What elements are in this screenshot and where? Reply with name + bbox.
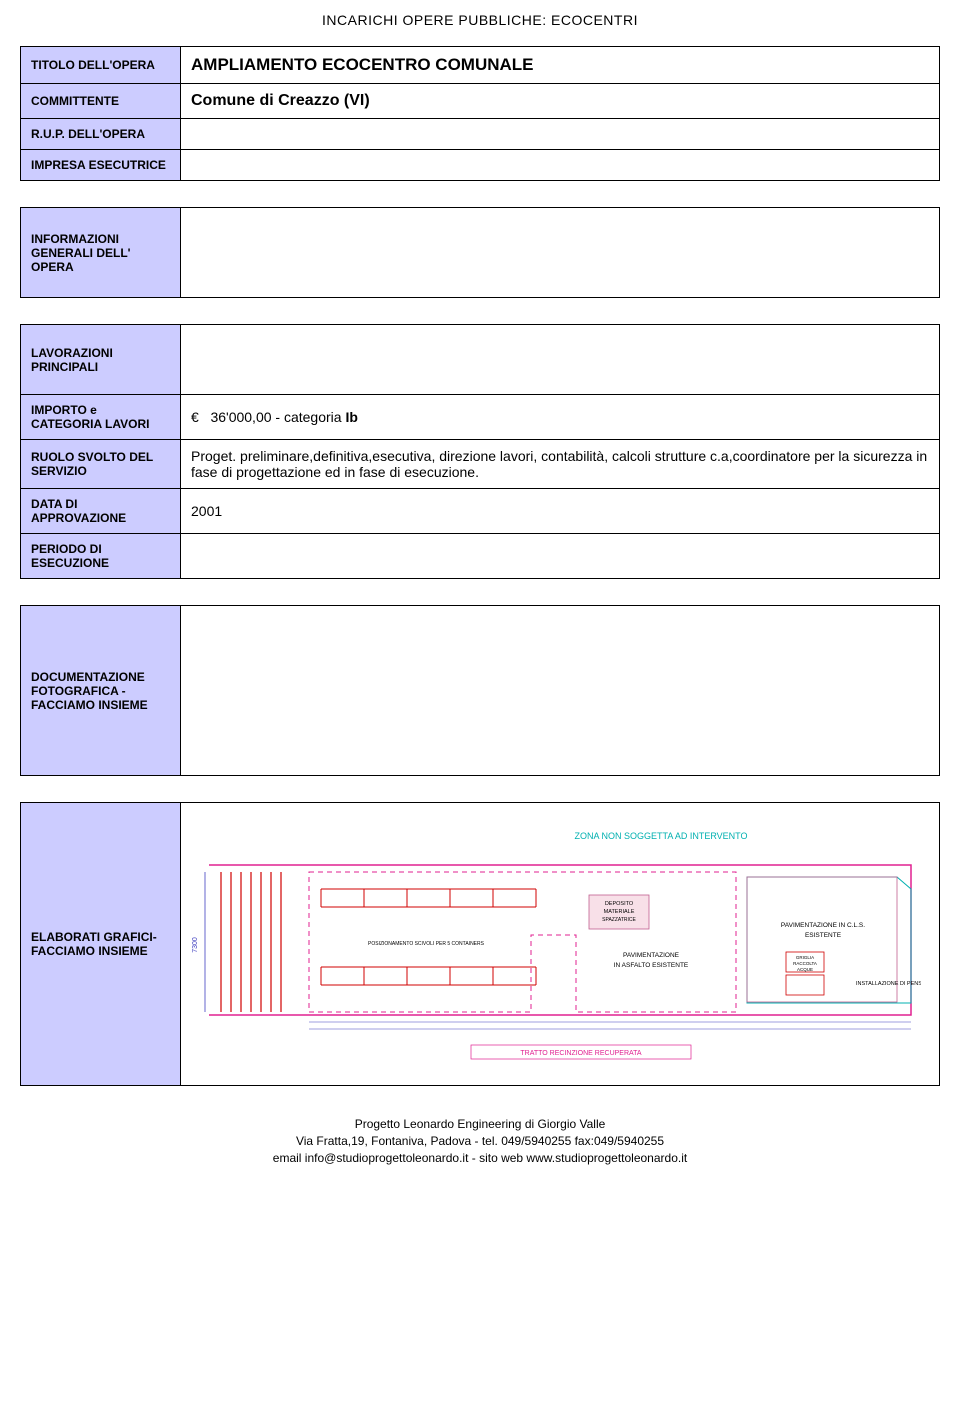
deposito-label-1: DEPOSITO [605,901,634,907]
value-informazioni [181,208,940,298]
value-ruolo: Proget. preliminare,definitiva,esecutiva… [181,440,940,489]
importo-text: € 36'000,00 - categoria Ib [191,409,358,425]
label-informazioni: INFORMAZIONI GENERALI DELL' OPERA [21,208,181,298]
committente-text: Comune di Creazzo (VI) [191,92,370,109]
label-impresa: IMPRESA ESECUTRICE [21,150,181,181]
pav-cls-1: PAVIMENTAZIONE IN C.L.S. [781,922,865,929]
value-lavorazioni [181,325,940,395]
label-rup: R.U.P. DELL'OPERA [21,119,181,150]
value-data-approv: 2001 [181,489,940,534]
label-periodo: PERIODO DI ESECUZIONE [21,534,181,579]
label-data-approv: DATA DI APPROVAZIONE [21,489,181,534]
dimension-text: 7300 [192,937,199,953]
outer-boundary [209,865,911,1015]
griglia-3: ACQUE [797,967,813,972]
compartments-group [321,889,536,985]
griglia-1: GRIGLIA [796,955,814,960]
site-plan-diagram: ZONA NON SOGGETTA AD INTERVENTO [191,811,929,1077]
deposito-label-2: MATERIALE [604,909,635,915]
section-lavorazioni: LAVORAZIONI PRINCIPALI IMPORTO e CATEGOR… [20,324,940,579]
footer-line-3: email info@studioprogettoleonardo.it - s… [20,1150,940,1167]
footer-line-2: Via Fratta,19, Fontaniva, Padova - tel. … [20,1133,940,1150]
section-titolo: TITOLO DELL'OPERA AMPLIAMENTO ECOCENTRO … [20,46,940,181]
label-elaborati: ELABORATI GRAFICI- FACCIAMO INSIEME [21,803,181,1086]
pav-asfalto-2: IN ASFALTO ESISTENTE [614,962,689,969]
left-bars-group [221,872,281,1012]
section-documentazione: DOCUMENTAZIONE FOTOGRAFICA - FACCIAMO IN… [20,605,940,776]
contenitori-label: POSIZIONAMENTO SCIVOLI PER 5 CONTAINERS [368,941,485,947]
value-impresa [181,150,940,181]
label-ruolo: RUOLO SVOLTO DEL SERVIZIO [21,440,181,489]
section-elaborati: ELABORATI GRAFICI- FACCIAMO INSIEME ZONA… [20,802,940,1086]
label-documentazione: DOCUMENTAZIONE FOTOGRAFICA - FACCIAMO IN… [21,606,181,776]
site-plan-svg: ZONA NON SOGGETTA AD INTERVENTO [191,817,921,1077]
label-lavorazioni: LAVORAZIONI PRINCIPALI [21,325,181,395]
page-footer: Progetto Leonardo Engineering di Giorgio… [20,1116,940,1166]
value-importo: € 36'000,00 - categoria Ib [181,395,940,440]
value-committente: Comune di Creazzo (VI) [181,84,940,119]
zone-title-text: ZONA NON SOGGETTA AD INTERVENTO [574,831,747,841]
footer-line-1: Progetto Leonardo Engineering di Giorgio… [20,1116,940,1133]
installazione-label: INSTALLAZIONE DI PENSILINA [856,981,921,987]
pav-cls-2: ESISTENTE [805,932,842,939]
label-importo: IMPORTO e CATEGORIA LAVORI [21,395,181,440]
label-titolo: TITOLO DELL'OPERA [21,47,181,84]
pav-asfalto-1: PAVIMENTAZIONE [623,952,680,959]
value-periodo [181,534,940,579]
value-rup [181,119,940,150]
label-committente: COMMITTENTE [21,84,181,119]
bottom-dim-ticks [309,1022,911,1029]
value-titolo: AMPLIAMENTO ECOCENTRO COMUNALE [181,47,940,84]
section-informazioni: INFORMAZIONI GENERALI DELL' OPERA [20,207,940,298]
griglia-2: RACCOLTA [793,961,817,966]
value-elaborati: ZONA NON SOGGETTA AD INTERVENTO [181,803,940,1086]
value-documentazione [181,606,940,776]
titolo-opera-text: AMPLIAMENTO ECOCENTRO COMUNALE [191,55,534,74]
bottom-title-text: TRATTO RECINZIONE RECUPERATA [520,1050,642,1057]
page-title: INCARICHI OPERE PUBBLICHE: ECOCENTRI [20,12,940,28]
deposito-label-3: SPAZZATRICE [602,917,636,923]
boxes-group [589,877,897,1002]
